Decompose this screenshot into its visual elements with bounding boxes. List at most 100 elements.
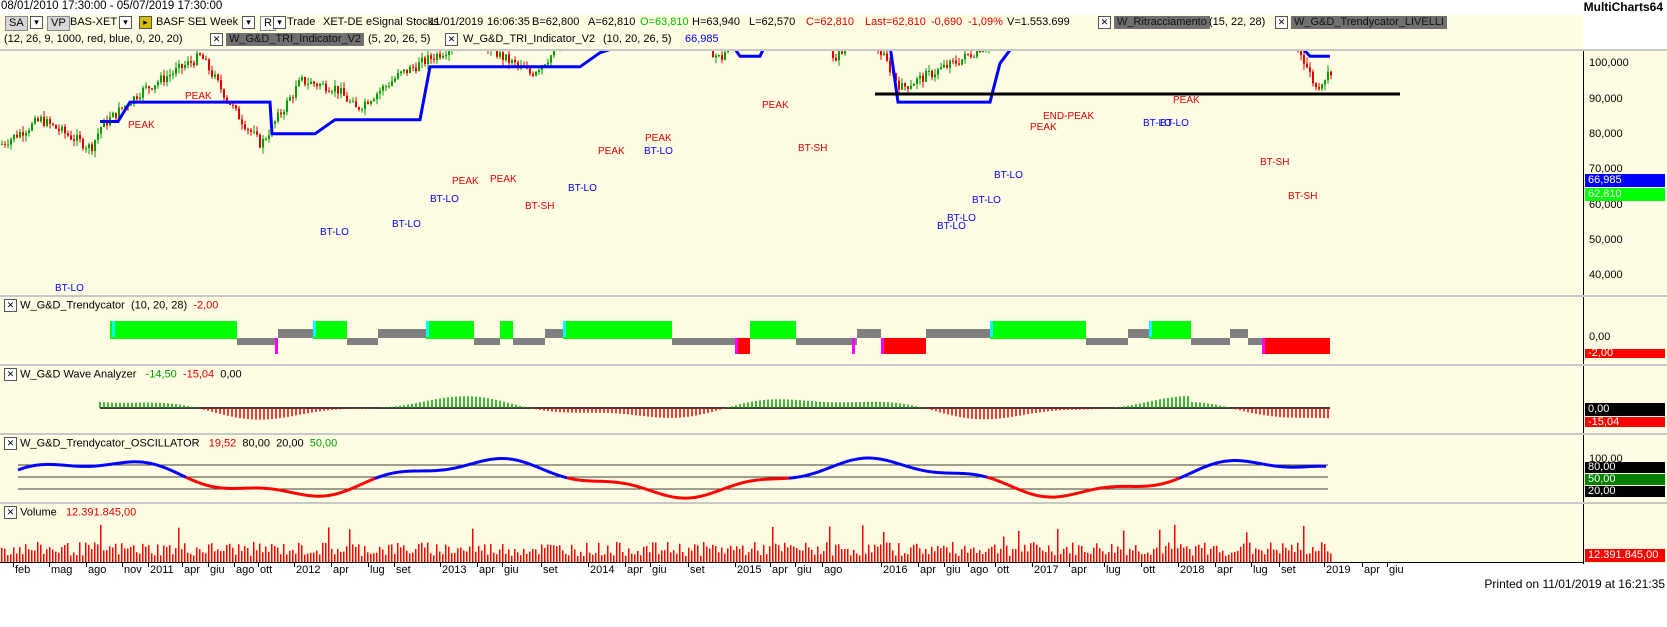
indicator-tri-v2-a[interactable]: W_G&D_TRI_Indicator_V2 (226, 33, 365, 46)
oscillator-line (851, 457, 856, 462)
sa-dropdown-icon[interactable]: ▾ (30, 16, 43, 29)
volume-bar (460, 547, 462, 562)
volume-bar (832, 555, 834, 562)
volume-bar (877, 546, 879, 562)
price-bar-body (532, 73, 534, 76)
oscillator-pane[interactable]: ✕ W_G&D_Trendycator_OSCILLATOR 19,52 80,… (0, 433, 1667, 502)
volume-bar (940, 548, 942, 562)
close-pane-icon[interactable]: ✕ (4, 299, 17, 312)
volume-bar (712, 544, 714, 562)
oscillator-line (1190, 470, 1195, 475)
volume-bar (817, 546, 819, 562)
symbol-dropdown-icon[interactable]: ▾ (119, 16, 132, 29)
price-bar-body (838, 51, 840, 61)
volume-bar (514, 549, 516, 562)
close-indicator-icon[interactable]: ✕ (210, 33, 223, 46)
close-indicator-icon[interactable]: ✕ (1098, 16, 1111, 29)
volume-bar (100, 524, 102, 562)
indicator-ritracciamento[interactable]: W_Ritracciamento (1114, 16, 1210, 29)
trendycator-pane[interactable]: ✕ W_G&D_Trendycator (10, 20, 28) -2,00 0… (0, 295, 1667, 364)
r-dropdown-icon[interactable]: ▾ (273, 16, 286, 29)
volume-bar (307, 553, 309, 562)
price-bar-body (88, 144, 90, 149)
oscillator-line (818, 469, 823, 474)
price-bar-body (337, 85, 339, 94)
price-bar-body (424, 57, 426, 65)
trendycator-chart[interactable] (0, 297, 1583, 364)
oscillator-line (344, 488, 349, 493)
sa-button[interactable]: SA (5, 16, 28, 31)
volume-bar (757, 550, 759, 562)
volume-chart[interactable] (0, 504, 1583, 564)
indicator-tri-v2-b[interactable]: W_G&D_TRI_Indicator_V2 (463, 33, 596, 45)
volume-bar (19, 547, 21, 562)
instrument-icon[interactable]: ▸ (139, 16, 152, 29)
price-pane[interactable]: PEAK PEAK PEAK PEAK PEAK PEAK PEAK END-PEAK PEAK… (0, 49, 1667, 295)
price-bar-body (202, 54, 204, 60)
price-bar-body (448, 51, 450, 55)
oscillator-line (206, 483, 211, 488)
trend-marker (313, 321, 316, 337)
price-bar-body (721, 55, 723, 60)
time-axis-tick (208, 563, 209, 567)
volume-pane[interactable]: ✕ Volume 12.391.845,00 12.391.845,00 (0, 502, 1667, 564)
wave-analyzer-chart[interactable] (0, 366, 1583, 433)
volume-bar (628, 548, 630, 562)
vp-button[interactable]: VP (47, 16, 70, 31)
oscillator-line (1205, 463, 1210, 468)
volume-bar (1060, 553, 1062, 562)
oscillator-line (332, 492, 337, 497)
annotation-label: BT-SH (798, 143, 827, 154)
volume-bar (1210, 548, 1212, 562)
close-pane-icon[interactable]: ✕ (4, 368, 17, 381)
oscillator-chart[interactable] (0, 435, 1583, 502)
volume-bar (142, 543, 144, 562)
price-bar-body (112, 112, 114, 118)
price-bar-body (214, 74, 216, 77)
price-bar-body (961, 59, 963, 65)
chart-header-row-2: (12, 26, 9, 1000, red, blue, 0, 20, 20) … (0, 32, 1583, 49)
volume-bar (202, 552, 204, 562)
volume-bar (94, 542, 96, 562)
close-pane-icon[interactable]: ✕ (4, 437, 17, 450)
time-axis-label: giu (210, 564, 225, 576)
volume-bar (580, 551, 582, 562)
volume-bar (424, 547, 426, 562)
volume-bar (1129, 548, 1131, 562)
wave-analyzer-pane[interactable]: ✕ W_G&D Wave Analyzer -14,50 -15,04 0,00… (0, 364, 1667, 433)
volume-bar (406, 550, 408, 562)
volume-bar (148, 545, 150, 562)
price-bar-body (397, 73, 399, 79)
volume-bar (25, 544, 27, 562)
close-pane-icon[interactable]: ✕ (4, 506, 17, 519)
close-indicator-icon[interactable]: ✕ (445, 33, 458, 46)
volume-bar (1198, 544, 1200, 562)
oscillator-line (536, 465, 541, 470)
volume-bar (475, 551, 477, 562)
oscillator-line (371, 477, 376, 482)
volume-bar (1045, 552, 1047, 562)
oscillator-line (725, 485, 730, 490)
price-bar-body (364, 101, 366, 110)
annotation-label: BT-LO (1160, 118, 1189, 129)
price-bar-body (901, 83, 903, 90)
price-bar-body (1309, 67, 1311, 72)
oscillator-line (836, 462, 841, 467)
indicator-trendycator-livelli[interactable]: W_G&D_Trendycator_LIVELLI (1291, 16, 1447, 29)
volume-bar (421, 542, 423, 562)
price-bar-body (310, 81, 312, 84)
wave-value-1: -14,50 (145, 368, 177, 381)
volume-bar (34, 550, 36, 562)
price-bar-body (307, 83, 309, 85)
time-axis-label: ago (824, 564, 843, 576)
oscillator-title: W_G&D_Trendycator_OSCILLATOR (20, 437, 200, 450)
price-bar-body (442, 55, 444, 58)
volume-bar (79, 542, 81, 562)
volume-bar (97, 544, 99, 562)
timeframe-dropdown-icon[interactable]: ▾ (242, 16, 255, 29)
close-indicator-icon[interactable]: ✕ (1275, 16, 1288, 29)
price-bar-body (262, 138, 264, 148)
oscillator-line (662, 493, 667, 497)
price-bar-body (946, 64, 948, 68)
